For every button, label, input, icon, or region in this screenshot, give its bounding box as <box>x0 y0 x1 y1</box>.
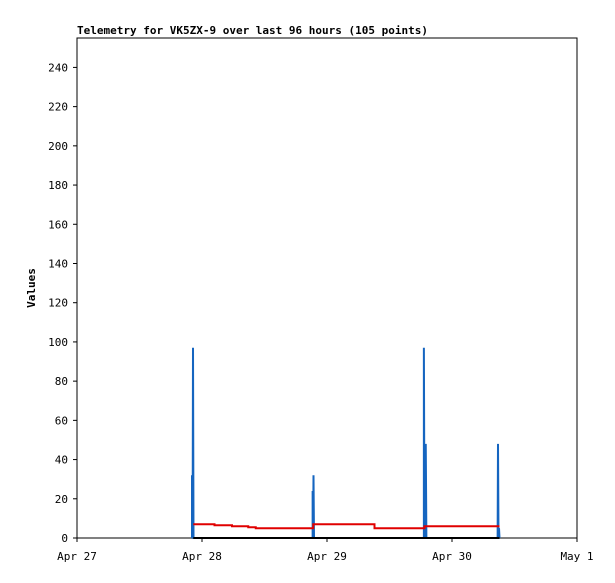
y-tick-label: 180 <box>48 179 68 192</box>
y-tick-label: 40 <box>55 454 68 467</box>
y-tick-label: 0 <box>61 532 68 545</box>
x-tick-label: May 1 <box>560 550 593 563</box>
y-tick-label: 80 <box>55 375 68 388</box>
y-tick-label: 160 <box>48 218 68 231</box>
y-tick-label: 220 <box>48 101 68 114</box>
y-tick-label: 120 <box>48 297 68 310</box>
y-tick-label: 200 <box>48 140 68 153</box>
y-tick-label: 100 <box>48 336 68 349</box>
x-tick-label: Apr 27 <box>57 550 97 563</box>
y-tick-label: 140 <box>48 257 68 270</box>
x-tick-label: Apr 30 <box>432 550 472 563</box>
series-line <box>193 523 500 530</box>
chart-title: Telemetry for VK5ZX-9 over last 96 hours… <box>77 24 428 37</box>
y-axis-label: Values <box>25 268 38 308</box>
y-tick-label: 240 <box>48 61 68 74</box>
x-tick-label: Apr 28 <box>182 550 222 563</box>
x-tick-label: Apr 29 <box>307 550 347 563</box>
y-tick-label: 20 <box>55 493 68 506</box>
y-tick-label: 60 <box>55 414 68 427</box>
